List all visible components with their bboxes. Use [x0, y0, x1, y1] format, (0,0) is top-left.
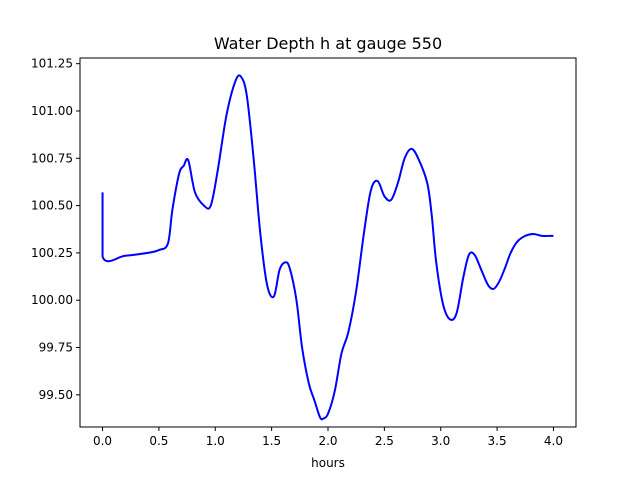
x-tick-label: 2.5: [375, 434, 394, 448]
y-tick-label: 99.50: [39, 388, 73, 402]
series-line: [101, 74, 554, 421]
x-tick-label: 3.0: [431, 434, 450, 448]
y-tick-label: 100.50: [31, 199, 73, 213]
x-tick-label: 0.0: [93, 434, 112, 448]
x-tick-label: 1.0: [206, 434, 225, 448]
y-tick-label: 99.75: [39, 341, 73, 355]
y-tick-label: 100.00: [31, 293, 73, 307]
y-tick-label: 100.25: [31, 246, 73, 260]
y-axis-ticks: 99.50 99.75 100.00 100.25 100.50 100.75 101.00…: [31, 57, 80, 402]
x-tick-label: 3.5: [488, 434, 507, 448]
x-axis-ticks: 0.0 0.5 1.0 1.5 2.0 2.5 3.0 3.5 4.0: [93, 427, 563, 448]
x-tick-label: 0.5: [149, 434, 168, 448]
x-axis-label: hours: [311, 456, 345, 470]
plot-area: [101, 74, 554, 421]
axes-frame: [79, 57, 577, 428]
x-tick-label: 4.0: [544, 434, 563, 448]
chart-title: Water Depth h at gauge 550: [214, 34, 442, 53]
y-tick-label: 101.00: [31, 104, 73, 118]
y-tick-label: 101.25: [31, 57, 73, 71]
x-tick-label: 1.5: [262, 434, 281, 448]
x-tick-label: 2.0: [318, 434, 337, 448]
y-tick-label: 100.75: [31, 151, 73, 165]
